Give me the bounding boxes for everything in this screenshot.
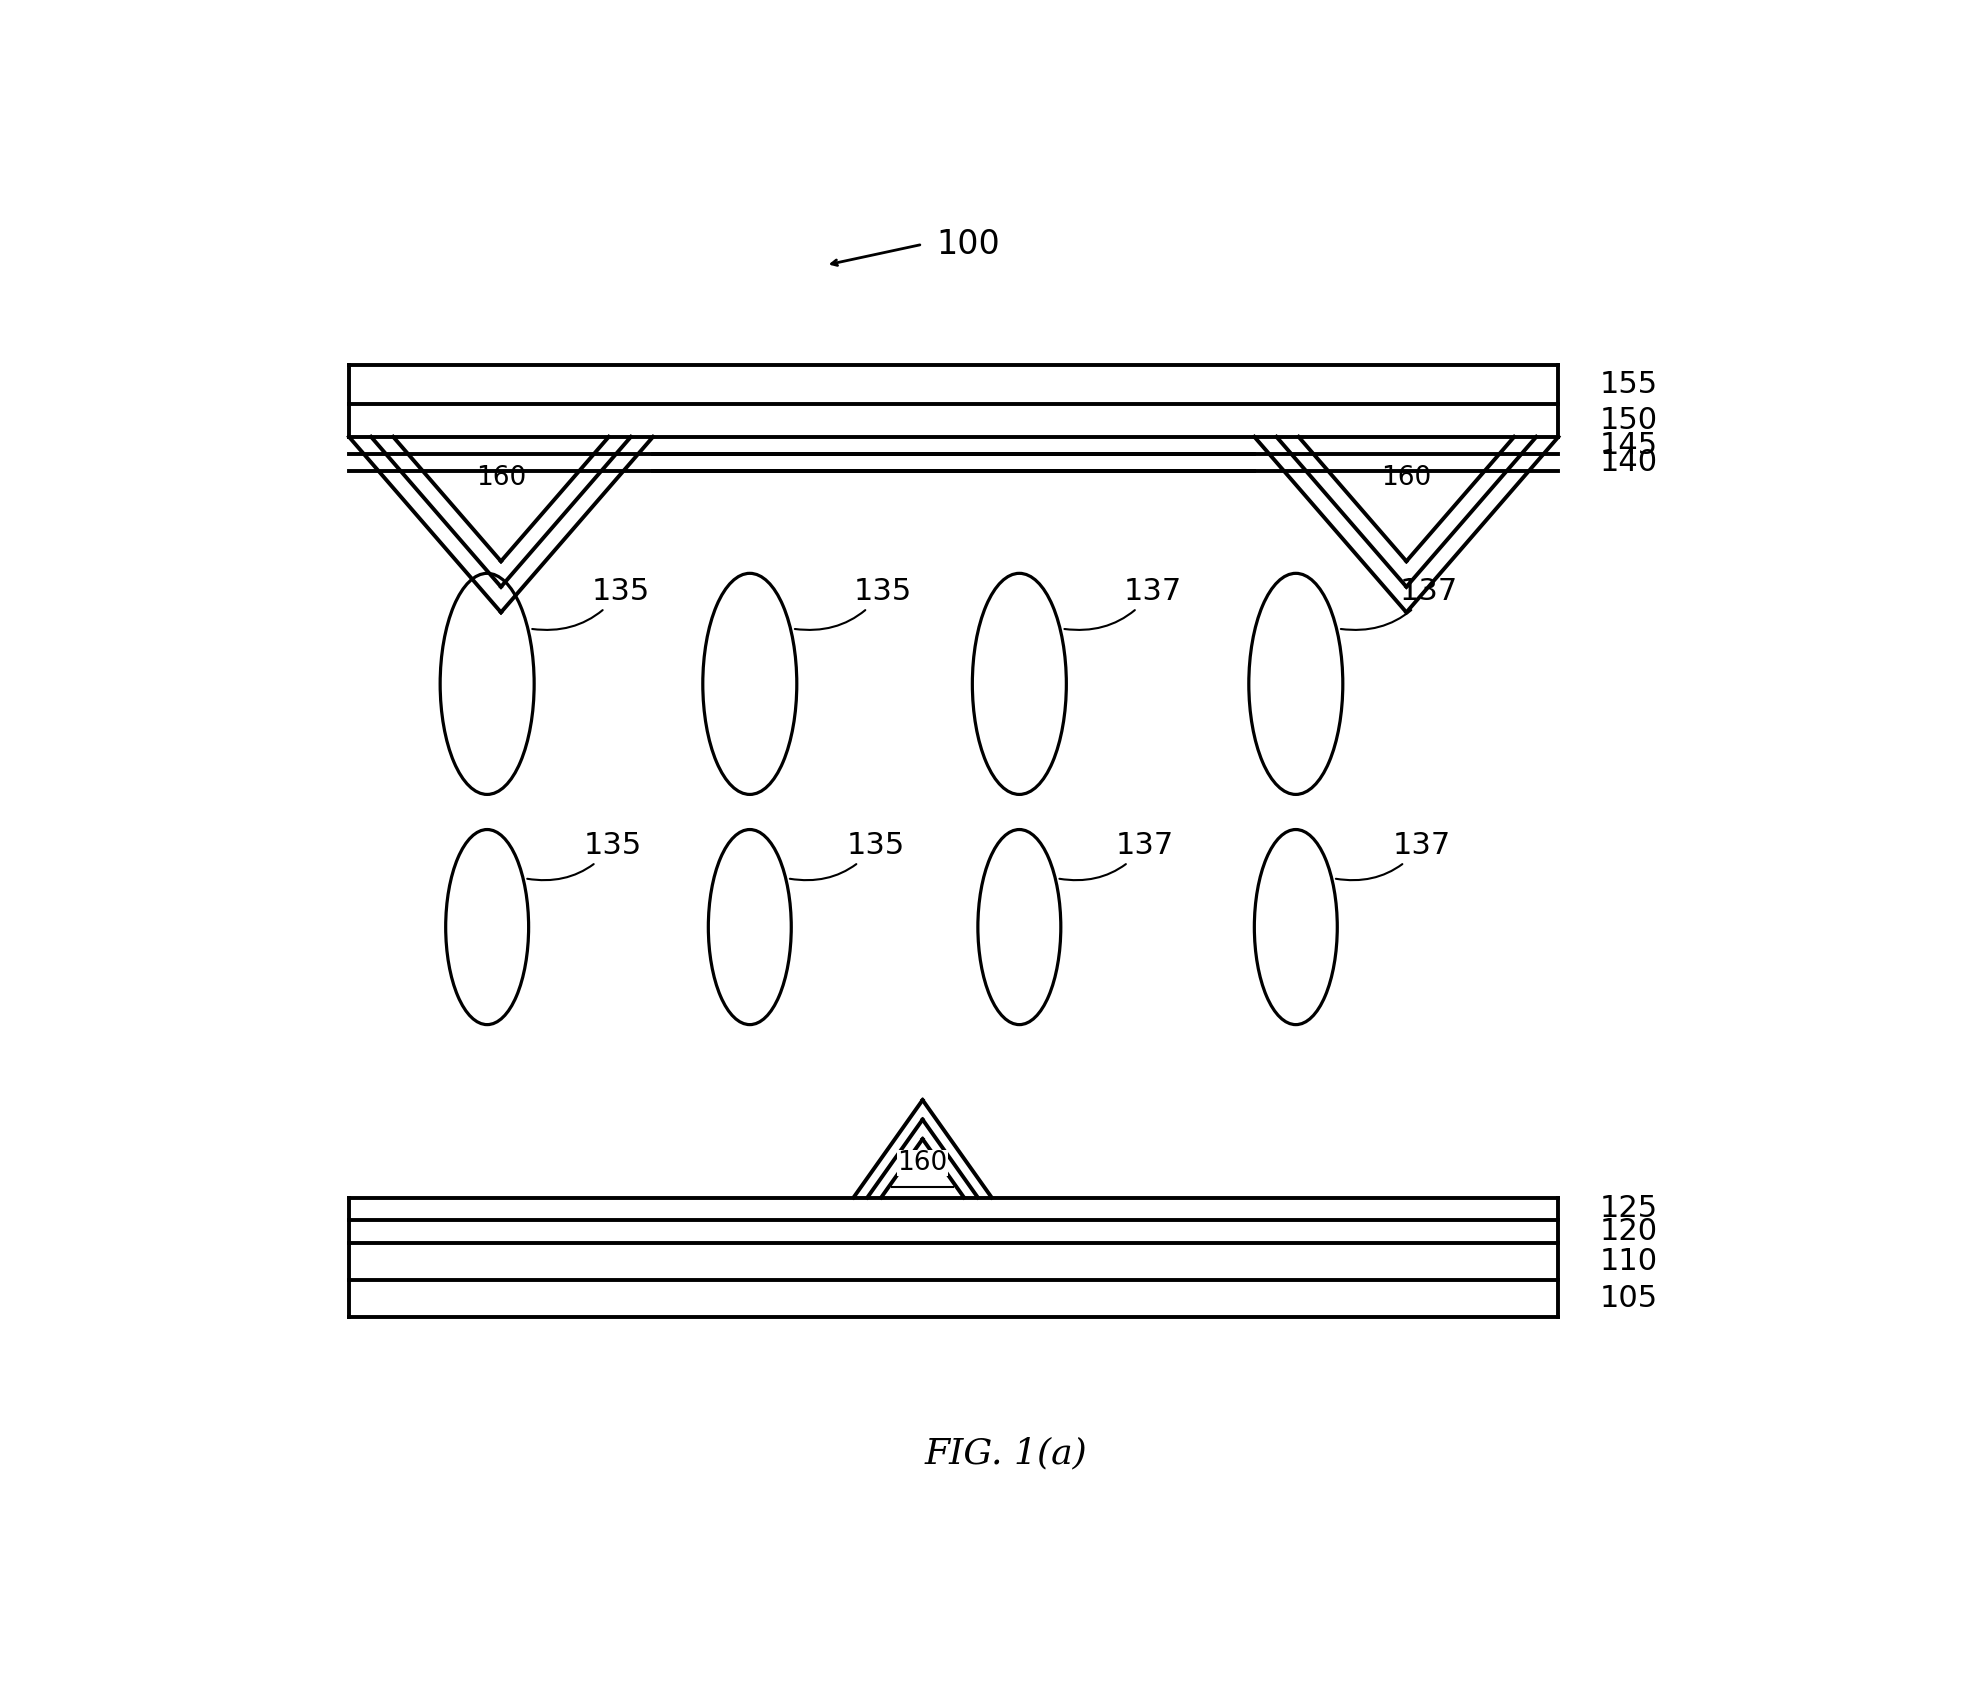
Text: FIG. 1(a): FIG. 1(a)	[924, 1437, 1087, 1471]
Text: 105: 105	[1599, 1284, 1658, 1312]
Text: 120: 120	[1599, 1216, 1658, 1246]
Text: 135: 135	[532, 576, 649, 630]
Text: 145: 145	[1599, 431, 1658, 459]
Text: 160: 160	[1381, 466, 1432, 491]
Text: 137: 137	[1059, 831, 1175, 880]
Text: 135: 135	[791, 831, 904, 880]
Text: 137: 137	[1336, 831, 1450, 880]
Text: 160: 160	[897, 1150, 948, 1177]
Text: 135: 135	[795, 576, 912, 630]
Text: 150: 150	[1599, 405, 1658, 436]
Text: 110: 110	[1599, 1246, 1658, 1275]
Text: 155: 155	[1599, 370, 1658, 399]
Text: 137: 137	[1340, 576, 1458, 630]
Text: 100: 100	[936, 228, 1001, 260]
Text: 160: 160	[477, 466, 526, 491]
Text: 135: 135	[528, 831, 642, 880]
Text: 137: 137	[1065, 576, 1181, 630]
Text: 125: 125	[1599, 1194, 1658, 1223]
Text: 140: 140	[1599, 448, 1658, 476]
